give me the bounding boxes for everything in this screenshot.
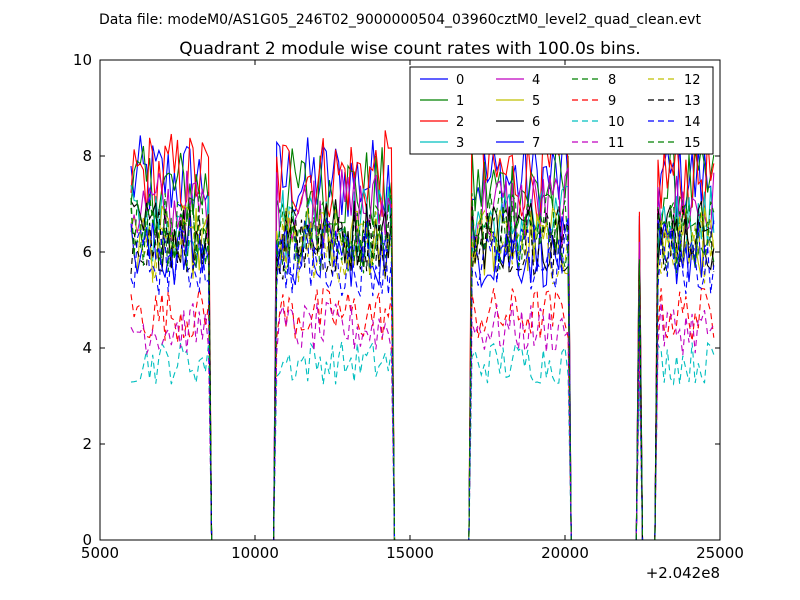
series-line-4	[130, 167, 715, 541]
legend-box	[409, 66, 714, 155]
legend-label-8: 8	[608, 73, 616, 88]
series-line-14	[130, 226, 715, 541]
series-line-9	[130, 287, 715, 541]
legend-label-12: 12	[684, 73, 701, 88]
legend-label-1: 1	[456, 94, 464, 109]
legend-label-7: 7	[532, 136, 540, 151]
series-line-2	[130, 107, 715, 541]
y-tick-label: 2	[82, 435, 92, 453]
y-tick-label: 8	[82, 147, 92, 165]
series-line-1	[130, 145, 715, 541]
y-tick-label: 4	[82, 339, 92, 357]
y-tick-label: 6	[82, 243, 92, 261]
legend-label-14: 14	[684, 115, 701, 130]
x-tick-label: 10000	[231, 544, 279, 562]
legend-label-2: 2	[456, 115, 464, 130]
legend-label-6: 6	[532, 115, 540, 130]
series-line-12	[130, 209, 715, 541]
legend-label-10: 10	[608, 115, 625, 130]
x-tick-label: 15000	[386, 544, 434, 562]
series-line-15	[130, 190, 715, 541]
series-line-7	[130, 216, 715, 541]
figure-suptitle: Data file: modeM0/AS1G05_246T02_90000005…	[99, 12, 701, 28]
legend-label-5: 5	[532, 94, 540, 109]
legend-label-13: 13	[684, 94, 701, 109]
x-tick-label: 20000	[541, 544, 589, 562]
series-line-5	[130, 205, 715, 541]
series-line-13	[130, 205, 715, 541]
x-offset-label: +2.042e8	[646, 564, 720, 582]
chart-title: Quadrant 2 module wise count rates with …	[179, 39, 640, 59]
series-line-6	[130, 199, 715, 541]
legend-label-4: 4	[532, 73, 540, 88]
x-tick-label: 25000	[696, 544, 744, 562]
y-tick-label: 0	[82, 531, 92, 549]
series-line-11	[130, 301, 715, 541]
legend-label-15: 15	[684, 136, 701, 151]
legend-label-11: 11	[608, 136, 625, 151]
legend-label-0: 0	[456, 73, 464, 88]
legend-label-9: 9	[608, 94, 616, 109]
series-line-0	[130, 135, 715, 541]
y-tick-label: 10	[73, 51, 92, 69]
series-line-3	[130, 184, 715, 541]
plot-lines	[130, 107, 715, 541]
series-line-8	[130, 201, 715, 541]
legend-label-3: 3	[456, 136, 464, 151]
x-tick-label: 5000	[81, 544, 119, 562]
series-line-10	[130, 340, 715, 541]
